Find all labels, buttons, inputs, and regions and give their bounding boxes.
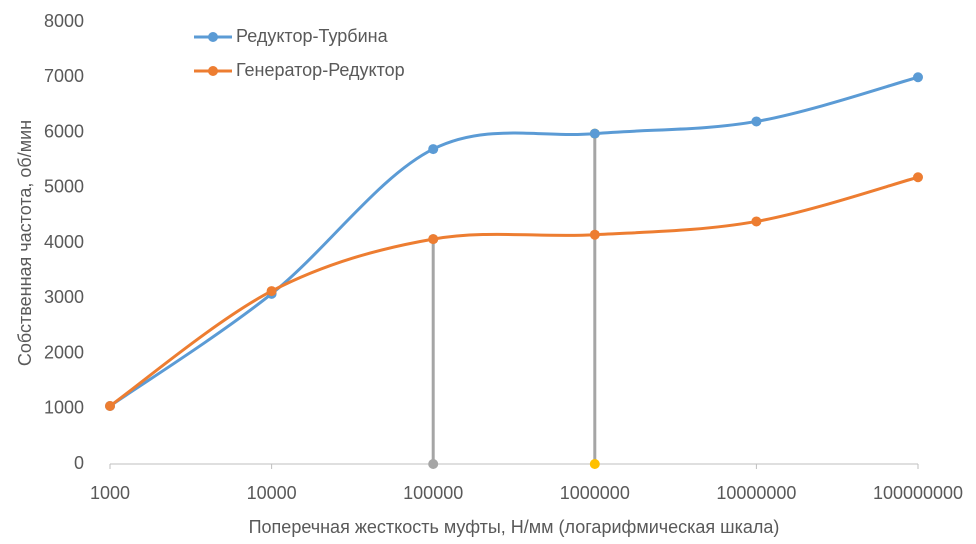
point [105, 401, 115, 411]
point [751, 116, 761, 126]
point [751, 216, 761, 226]
point [428, 234, 438, 244]
point [590, 230, 600, 240]
y-tick-label: 3000 [44, 287, 84, 307]
point [428, 144, 438, 154]
x-tick-label: 10000000 [716, 483, 796, 503]
y-tick-label: 6000 [44, 121, 84, 141]
chart: Собственная частота, об/мин Поперечная ж… [0, 0, 976, 544]
legend-label: Генератор-Редуктор [236, 60, 405, 80]
y-tick-label: 8000 [44, 11, 84, 31]
x-tick-label: 1000000 [560, 483, 630, 503]
point [913, 72, 923, 82]
y-tick-label: 1000 [44, 398, 84, 418]
x-tick-label: 100000 [403, 483, 463, 503]
x-tick-label: 10000 [247, 483, 297, 503]
y-tick-label: 5000 [44, 177, 84, 197]
x-tick-label: 1000 [90, 483, 130, 503]
y-tick-label: 0 [74, 453, 84, 473]
reference-marker [428, 459, 438, 469]
y-tick-label: 2000 [44, 342, 84, 362]
legend-label: Редуктор-Турбина [236, 26, 389, 46]
point [267, 286, 277, 296]
y-tick-label: 4000 [44, 232, 84, 252]
x-axis-title: Поперечная жесткость муфты, Н/мм (логари… [249, 517, 780, 537]
legend-marker [208, 66, 218, 76]
x-tick-label: 100000000 [873, 483, 963, 503]
reference-marker [590, 459, 600, 469]
series-line [110, 77, 918, 406]
point [913, 172, 923, 182]
series-line [110, 177, 918, 406]
y-axis-title: Собственная частота, об/мин [15, 120, 35, 366]
legend-marker [208, 32, 218, 42]
y-tick-label: 7000 [44, 66, 84, 86]
point [590, 129, 600, 139]
